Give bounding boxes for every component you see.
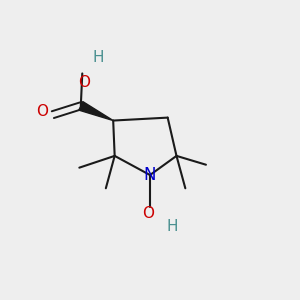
Polygon shape [79,101,113,121]
Text: N: N [144,166,156,184]
Text: O: O [36,104,48,119]
Text: H: H [166,219,178,234]
Text: O: O [142,206,154,221]
Text: H: H [93,50,104,65]
Text: O: O [78,75,90,90]
